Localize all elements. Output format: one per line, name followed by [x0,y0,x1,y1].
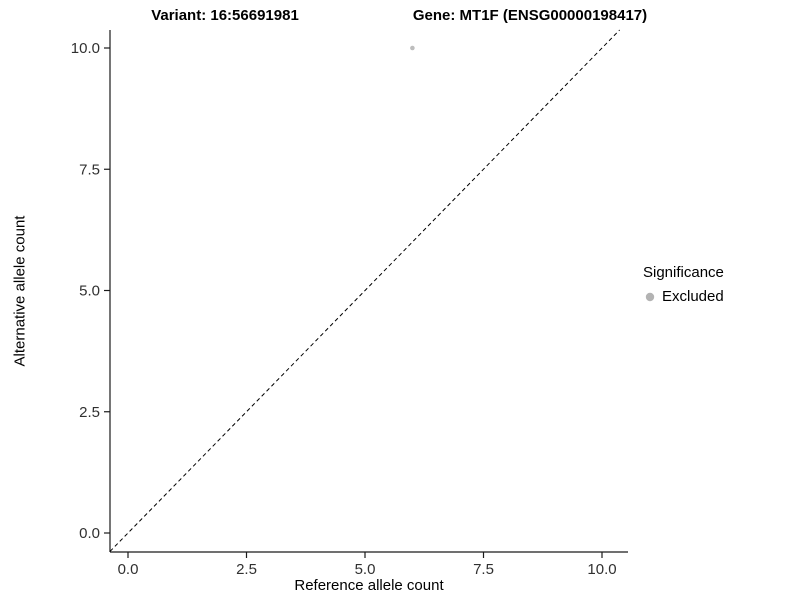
x-tick-label: 0.0 [118,561,139,578]
y-tick-label: 10.0 [71,40,100,57]
x-tick-label: 2.5 [236,561,257,578]
legend: Significance Excluded [643,264,724,305]
legend-item-label: Excluded [662,288,724,305]
plot-title-gene: Gene: MT1F (ENSG00000198417) [412,7,648,24]
x-axis-title: Reference allele count [294,577,444,594]
data-point [410,45,415,51]
x-tick-label: 7.5 [473,561,494,578]
identity-reference-line [109,29,620,552]
plot-title-variant: Variant: 16:56691981 [151,7,299,24]
y-tick-label: 7.5 [79,161,100,178]
x-tick-label: 5.0 [355,561,376,578]
legend-title: Significance [643,264,724,281]
legend-item-excluded: Excluded [643,288,724,305]
y-tick-label: 2.5 [79,404,100,421]
y-tick-label: 0.0 [79,525,100,542]
y-axis-title: Alternative allele count [11,215,29,367]
x-tick-label: 10.0 [587,561,616,578]
legend-key-dot-icon [645,292,655,302]
y-tick-label: 5.0 [79,283,100,300]
